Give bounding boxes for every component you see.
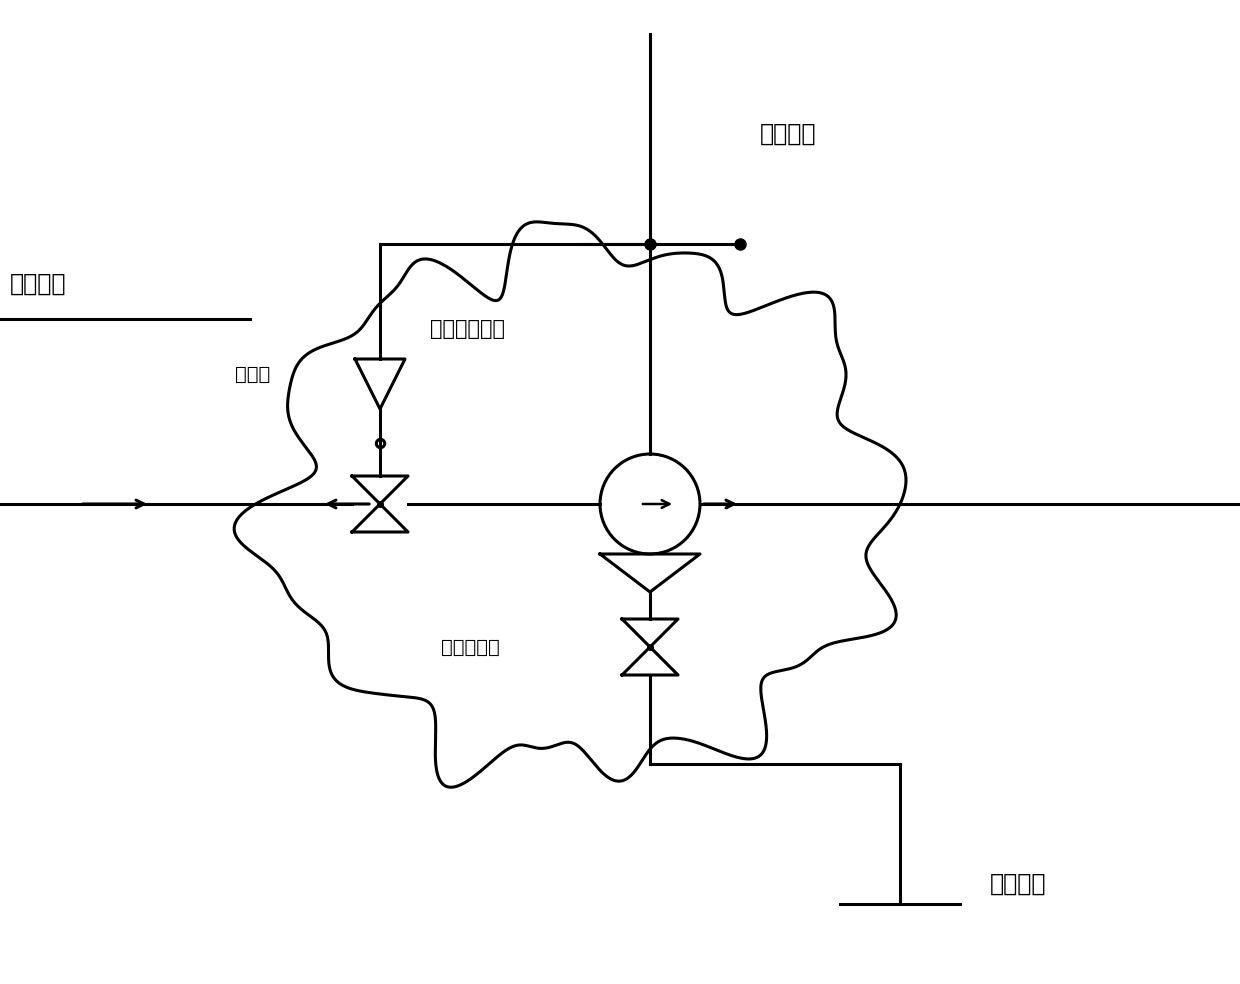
- Text: 供气阀: 供气阀: [234, 364, 270, 384]
- Text: 泵供电断路器: 泵供电断路器: [430, 319, 505, 339]
- Text: 泵冷却水阀: 泵冷却水阀: [440, 638, 500, 656]
- Text: 供电系统: 供电系统: [760, 122, 816, 146]
- Text: 冷却系统: 冷却系统: [990, 872, 1047, 896]
- Text: 供气系统: 供气系统: [10, 272, 67, 296]
